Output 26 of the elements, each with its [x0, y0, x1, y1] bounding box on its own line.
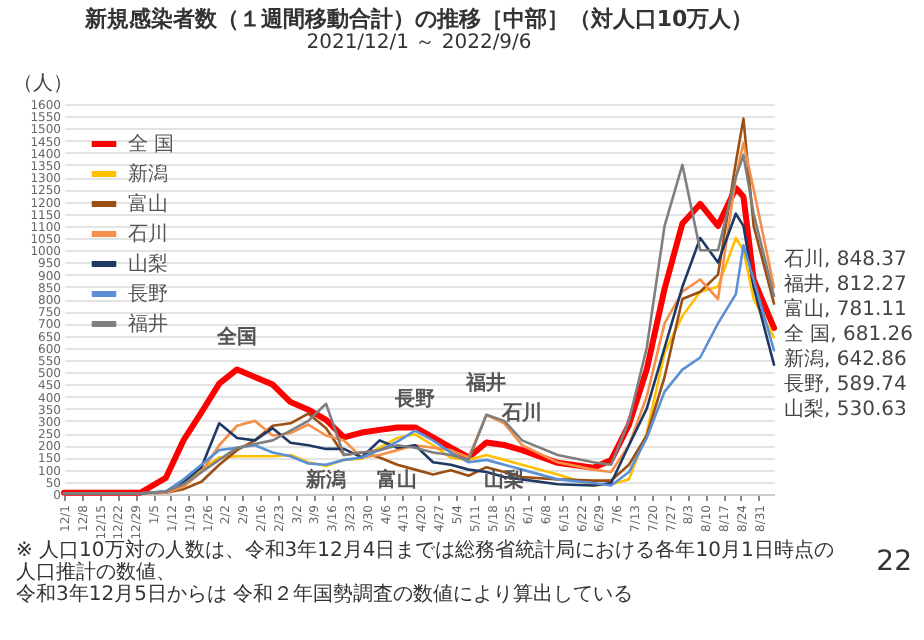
annotation: 石川, 848.37: [784, 247, 907, 272]
annotation: 山梨, 530.63: [784, 397, 907, 422]
text: 令和3年12月5日からは 令和２年国勢調査の数値により算出している: [16, 584, 636, 606]
annotation: 全国: [215, 325, 258, 350]
legend-label: 富山: [128, 192, 168, 216]
annotation: 富山, 781.11: [784, 297, 907, 322]
annotation: 福井, 812.27: [784, 272, 907, 297]
annotation: 新潟, 642.86: [784, 347, 907, 372]
text: 22: [876, 546, 912, 578]
annotation: 長野, 589.74: [784, 374, 907, 397]
annotation: 長野: [393, 386, 436, 411]
chart-subtitle: 2021/12/1 ～ 2022/9/6: [306, 32, 532, 54]
text: ※ 人口10万対の人数は、令和3年12月4日までは総務省統計局における各年10月1日時点の人口推計の数値、: [16, 540, 836, 584]
annotation: 富山: [377, 468, 418, 492]
legend-label: 山梨: [128, 252, 168, 276]
annotation: 石川: [500, 401, 543, 426]
legend-label: 石川: [128, 222, 168, 246]
annotation: 新潟: [304, 468, 347, 492]
legend-label: 全 国: [128, 132, 175, 156]
annotation: 全 国, 681.26: [784, 322, 914, 347]
y-axis-title: （人）: [13, 73, 73, 95]
chart-title: 新規感染者数（１週間移動合計）の推移［中部］（対人口10万人）: [82, 6, 754, 32]
legend-label: 長野: [128, 284, 168, 306]
legend-label: 新潟: [128, 162, 168, 186]
legend-label: 福井: [128, 312, 168, 336]
annotation: 福井: [464, 370, 507, 395]
